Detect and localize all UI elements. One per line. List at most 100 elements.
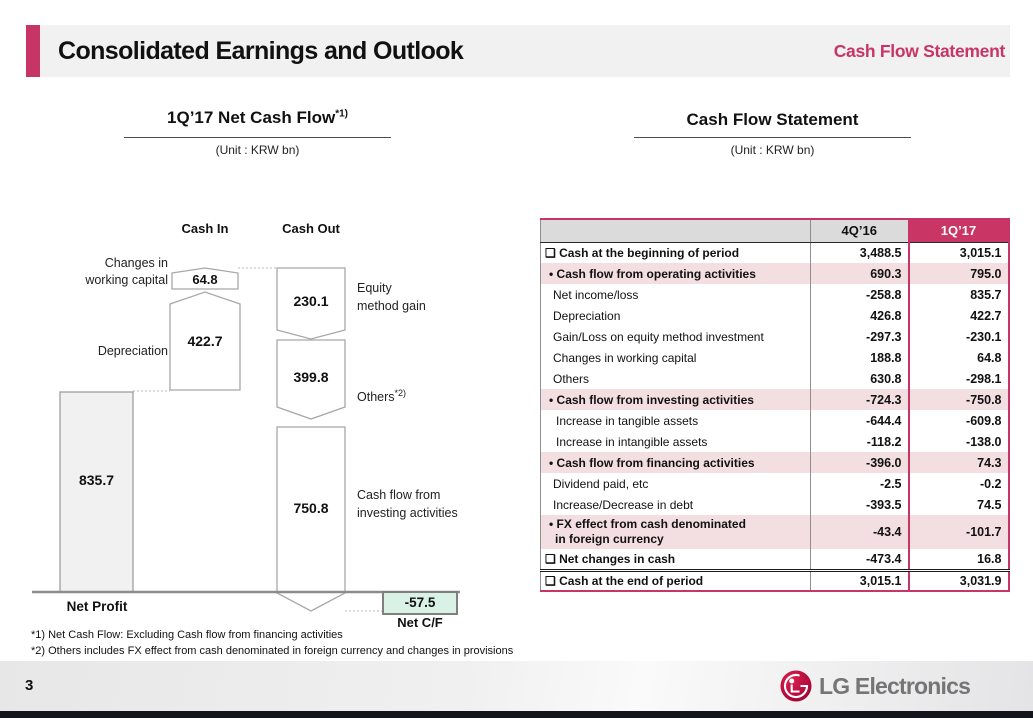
label-others-footref: *2) [394, 387, 407, 398]
label-depreciation: Depreciation [97, 344, 168, 358]
row-label: Changes in working capital [540, 347, 811, 368]
table-row: • Cash flow from operating activities 69… [540, 263, 1010, 284]
label-others: Others*2) [357, 367, 467, 406]
value-1q17: 74.5 [908, 494, 1010, 515]
header-cell-label [540, 219, 811, 243]
column-header-cash-in: Cash In [181, 221, 229, 236]
row-label: • Cash flow from investing activities [540, 389, 811, 410]
value-4q16: -2.5 [810, 473, 910, 494]
label-changes-working-capital: Changes in working capital [85, 256, 168, 287]
net-cash-flow-chart [32, 267, 460, 615]
table-row: ❑ Cash at the end of period 3,015.1 3,03… [540, 568, 1010, 591]
table-row: Others 630.8 -298.1 [540, 368, 1010, 389]
row-label: ❑ Net changes in cash [540, 549, 811, 570]
table-row: ❑ Net changes in cash -473.4 16.8 [540, 549, 1010, 570]
value-depreciation: 422.7 [187, 333, 223, 349]
footer-band [0, 661, 1033, 711]
header-accent-bar [26, 25, 40, 77]
value-4q16: -258.8 [810, 284, 910, 305]
left-panel-title-text: 1Q’17 Net Cash Flow [167, 108, 336, 127]
value-4q16: 690.3 [810, 263, 910, 284]
value-equity-method-gain: 230.1 [293, 293, 329, 309]
value-1q17: -230.1 [908, 326, 1010, 347]
label-others-text: Others [357, 389, 395, 404]
table-header-row: 4Q’16 1Q’17 [540, 219, 1010, 243]
header-cell-4q16: 4Q’16 [810, 219, 910, 243]
value-1q17: -138.0 [908, 431, 1010, 452]
value-net-profit: 835.7 [78, 472, 115, 488]
page-number: 3 [25, 677, 34, 694]
footnote-1: *1) Net Cash Flow: Excluding Cash flow f… [31, 629, 343, 641]
row-label-line1: • FX effect from cash denominated [549, 517, 746, 531]
lg-emblem-icon [780, 670, 812, 702]
value-1q17: 795.0 [908, 263, 1010, 284]
value-4q16: -393.5 [810, 494, 910, 515]
footnote-2: *2) Others includes FX effect from cash … [31, 645, 514, 657]
table-row: Depreciation 426.8 422.7 [540, 305, 1010, 326]
value-1q17: -298.1 [908, 368, 1010, 389]
row-label: Others [540, 368, 811, 389]
label-equity-method-gain: Equity method gain [357, 281, 426, 313]
table-row: Increase/Decrease in debt -393.5 74.5 [540, 494, 1010, 515]
cash-in-bar-changes-wc [171, 267, 239, 290]
row-label: ❑ Cash at the beginning of period [540, 242, 811, 263]
table-row: Dividend paid, etc -2.5 -0.2 [540, 473, 1010, 494]
value-4q16: -644.4 [810, 410, 910, 431]
value-1q17: -0.2 [908, 473, 1010, 494]
table-row: ❑ Cash at the beginning of period 3,488.… [540, 242, 1010, 263]
table-row: Changes in working capital 188.8 64.8 [540, 347, 1010, 368]
right-unit-label: (Unit : KRW bn) [730, 143, 815, 157]
value-net-cf: -57.5 [404, 595, 436, 610]
value-changes-working-capital: 64.8 [192, 272, 218, 287]
value-1q17: 64.8 [908, 347, 1010, 368]
label-net-cf: Net C/F [397, 615, 443, 630]
value-4q16: -473.4 [810, 549, 910, 570]
row-label: ❑ Cash at the end of period [540, 568, 811, 591]
left-title-underline [124, 137, 391, 138]
table-row: Net income/loss -258.8 835.7 [540, 284, 1010, 305]
value-1q17: -609.8 [908, 410, 1010, 431]
slide-title: Consolidated Earnings and Outlook [58, 37, 464, 65]
table-row: • Cash flow from financing activities -3… [540, 452, 1010, 473]
row-label: Gain/Loss on equity method investment [540, 326, 811, 347]
right-panel-title: Cash Flow Statement [686, 110, 859, 129]
value-1q17: 422.7 [908, 305, 1010, 326]
lg-logo-text: LG Electronics [819, 672, 971, 699]
row-label: Increase/Decrease in debt [540, 494, 811, 515]
row-label-line2: in foreign currency [555, 532, 664, 546]
value-4q16: 3,488.5 [810, 242, 910, 263]
row-label: Increase in intangible assets [540, 431, 811, 452]
cash-out-bar-others [276, 339, 346, 420]
column-header-cash-out: Cash Out [282, 221, 340, 236]
value-4q16: 426.8 [810, 305, 910, 326]
header-band [26, 25, 1010, 77]
header-cell-1q17: 1Q’17 [908, 219, 1010, 243]
row-label: Net income/loss [540, 284, 811, 305]
label-investing: Cash flow from investing activities [357, 488, 458, 520]
lg-logo: LG Electronics [780, 670, 971, 702]
value-4q16: 630.8 [810, 368, 910, 389]
value-4q16: -118.2 [810, 431, 910, 452]
bottom-bar [0, 711, 1033, 718]
value-1q17: 3,015.1 [908, 242, 1010, 263]
row-label: • Cash flow from operating activities [540, 263, 811, 284]
cash-flow-table: 4Q’16 1Q’17 ❑ Cash at the beginning of p… [540, 218, 1010, 592]
table-row: Increase in tangible assets -644.4 -609.… [540, 410, 1010, 431]
net-profit-bar [59, 391, 134, 593]
cash-out-bar-investing [276, 426, 346, 612]
right-title-underline [634, 137, 911, 138]
row-label: • FX effect from cash denominated in for… [540, 515, 811, 549]
value-1q17: 3,031.9 [908, 568, 1010, 591]
table-row: Increase in intangible assets -118.2 -13… [540, 431, 1010, 452]
left-panel-title-footref: *1) [335, 108, 348, 120]
row-label: Dividend paid, etc [540, 473, 811, 494]
left-unit-label: (Unit : KRW bn) [215, 143, 300, 157]
value-4q16: -43.4 [810, 515, 910, 549]
cash-in-bar-depreciation [169, 291, 241, 391]
value-1q17: -101.7 [908, 515, 1010, 549]
value-1q17: 16.8 [908, 549, 1010, 570]
value-4q16: -724.3 [810, 389, 910, 410]
left-panel-title: 1Q’17 Net Cash Flow*1) [105, 108, 410, 128]
net-cf-box [382, 591, 458, 615]
value-others: 399.8 [293, 369, 329, 385]
